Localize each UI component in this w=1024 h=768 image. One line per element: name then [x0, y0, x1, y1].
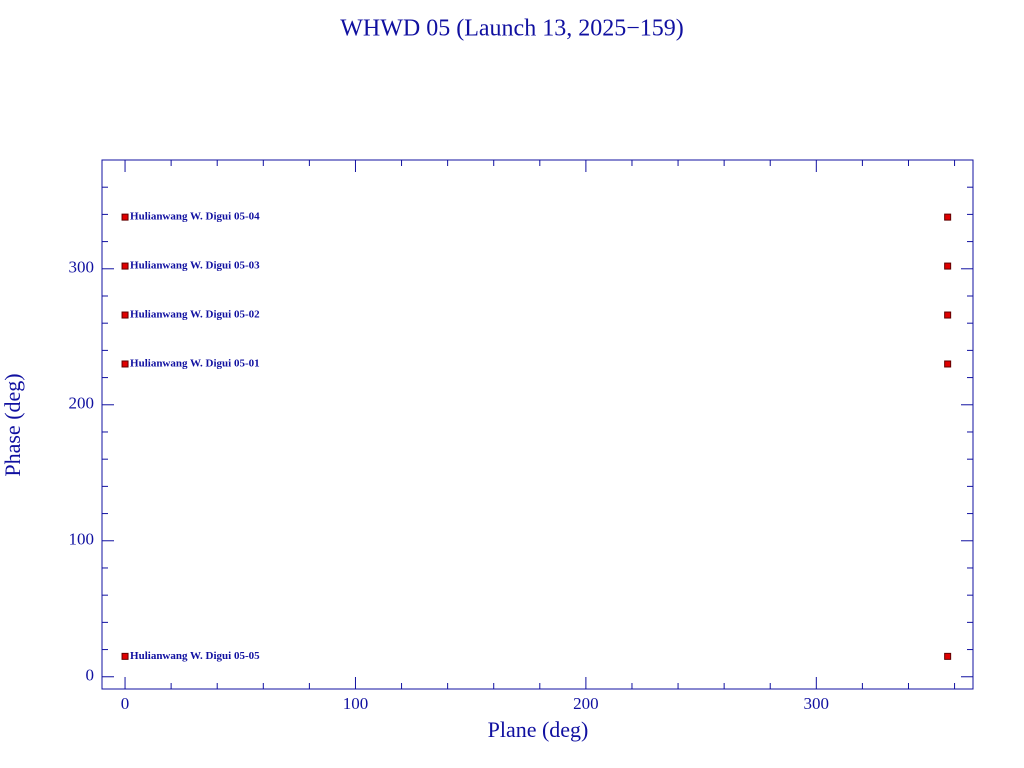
x-tick-label: 0 — [121, 694, 130, 713]
chart-title: WHWD 05 (Launch 13, 2025−159) — [340, 16, 683, 42]
x-axis-label: Plane (deg) — [488, 717, 589, 742]
y-axis-label: Phase (deg) — [0, 373, 25, 476]
point — [121, 652, 129, 660]
point — [944, 311, 952, 319]
y-tick-label: 0 — [86, 666, 95, 685]
point — [121, 213, 129, 221]
point — [121, 360, 129, 368]
y-tick-label: 100 — [69, 530, 95, 549]
y-tick-label: 300 — [69, 258, 95, 277]
point — [121, 262, 129, 270]
point-label: Hulianwang W. Digui 05-04 — [130, 211, 260, 223]
point-label: Hulianwang W. Digui 05-02 — [130, 309, 260, 321]
plot-frame — [101, 159, 974, 690]
point — [121, 311, 129, 319]
point — [944, 652, 952, 660]
point — [944, 360, 952, 368]
point-label: Hulianwang W. Digui 05-05 — [130, 650, 260, 662]
point-label: Hulianwang W. Digui 05-03 — [130, 260, 260, 272]
point-label: Hulianwang W. Digui 05-01 — [130, 358, 260, 370]
point — [944, 213, 952, 221]
x-tick-label: 300 — [804, 694, 830, 713]
y-tick-label: 200 — [69, 394, 95, 413]
x-tick-label: 100 — [343, 694, 369, 713]
point — [944, 262, 952, 270]
x-tick-label: 200 — [573, 694, 599, 713]
